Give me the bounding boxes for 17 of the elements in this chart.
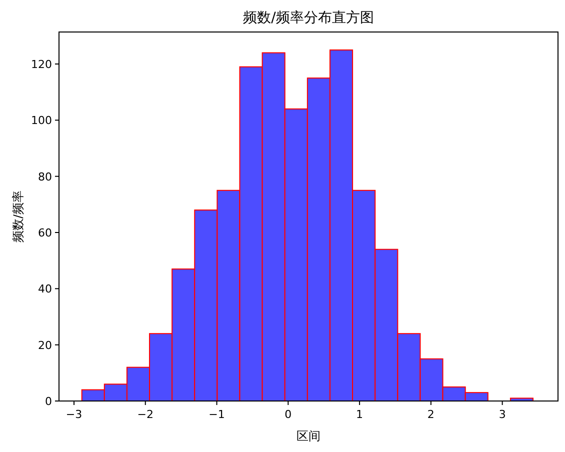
chart-title: 频数/频率分布直方图 [243, 10, 374, 26]
x-axis-title: 区间 [296, 429, 320, 443]
x-tick-label: 1 [356, 408, 364, 421]
y-tick-label: 120 [31, 58, 52, 72]
y-tick-label: 40 [38, 282, 52, 296]
y-tick-label: 100 [31, 114, 52, 128]
y-tick-label: 0 [45, 395, 52, 408]
x-tick-label: −3 [66, 408, 82, 421]
x-tick-label: 0 [284, 408, 292, 421]
x-tick-label: −2 [137, 408, 154, 421]
y-tick-label: 20 [38, 338, 52, 352]
y-tick-label: 60 [38, 226, 52, 240]
y-axis-title: 频数/频率 [11, 190, 25, 243]
y-tick-label: 80 [38, 170, 52, 184]
x-tick-label: −1 [208, 408, 225, 421]
x-tick-label: 3 [498, 408, 506, 421]
x-tick-label: 2 [427, 408, 434, 421]
